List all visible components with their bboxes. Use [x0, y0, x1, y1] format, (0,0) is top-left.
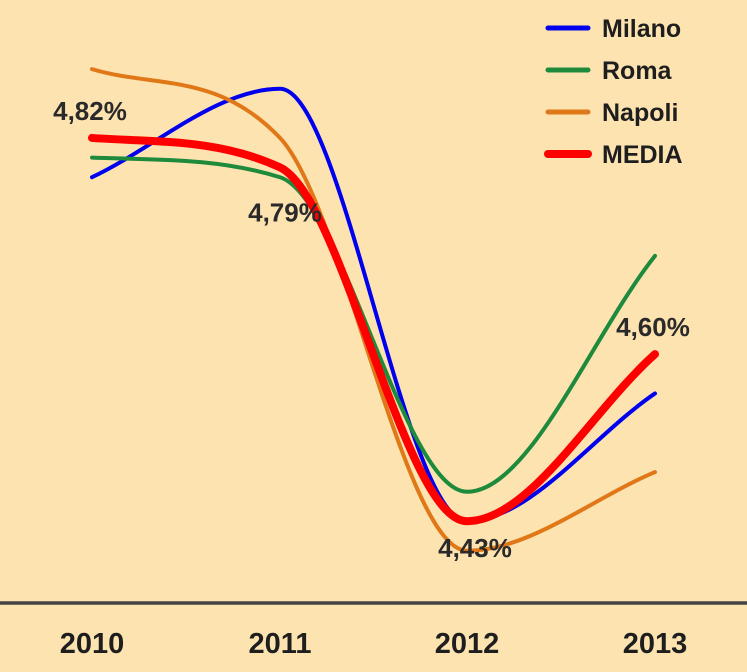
x-tick-label: 2010	[60, 628, 125, 660]
x-tick-label: 2013	[623, 628, 688, 660]
data-label: 4,82%	[53, 96, 127, 126]
series-line-napoli	[90, 67, 657, 553]
x-tick-label: 2012	[435, 628, 500, 660]
series-line-roma	[90, 155, 657, 494]
legend-label-media: MEDIA	[602, 141, 683, 169]
data-label: 4,79%	[248, 197, 322, 227]
x-axis-tick-labels: 2010 2011 2012 2013	[60, 628, 688, 660]
data-label: 4,60%	[616, 312, 690, 342]
x-tick-label: 2011	[249, 628, 312, 660]
series-line-milano	[90, 86, 657, 524]
legend-label-milano: Milano	[602, 15, 681, 43]
legend: Milano Roma Napoli MEDIA	[544, 15, 683, 169]
series-lines	[88, 67, 659, 553]
data-labels: 4,82% 4,79% 4,43% 4,60%	[53, 96, 690, 563]
legend-label-roma: Roma	[602, 57, 673, 85]
legend-label-napoli: Napoli	[602, 99, 678, 127]
series-line-media	[88, 133, 659, 526]
data-label: 4,43%	[438, 533, 512, 563]
